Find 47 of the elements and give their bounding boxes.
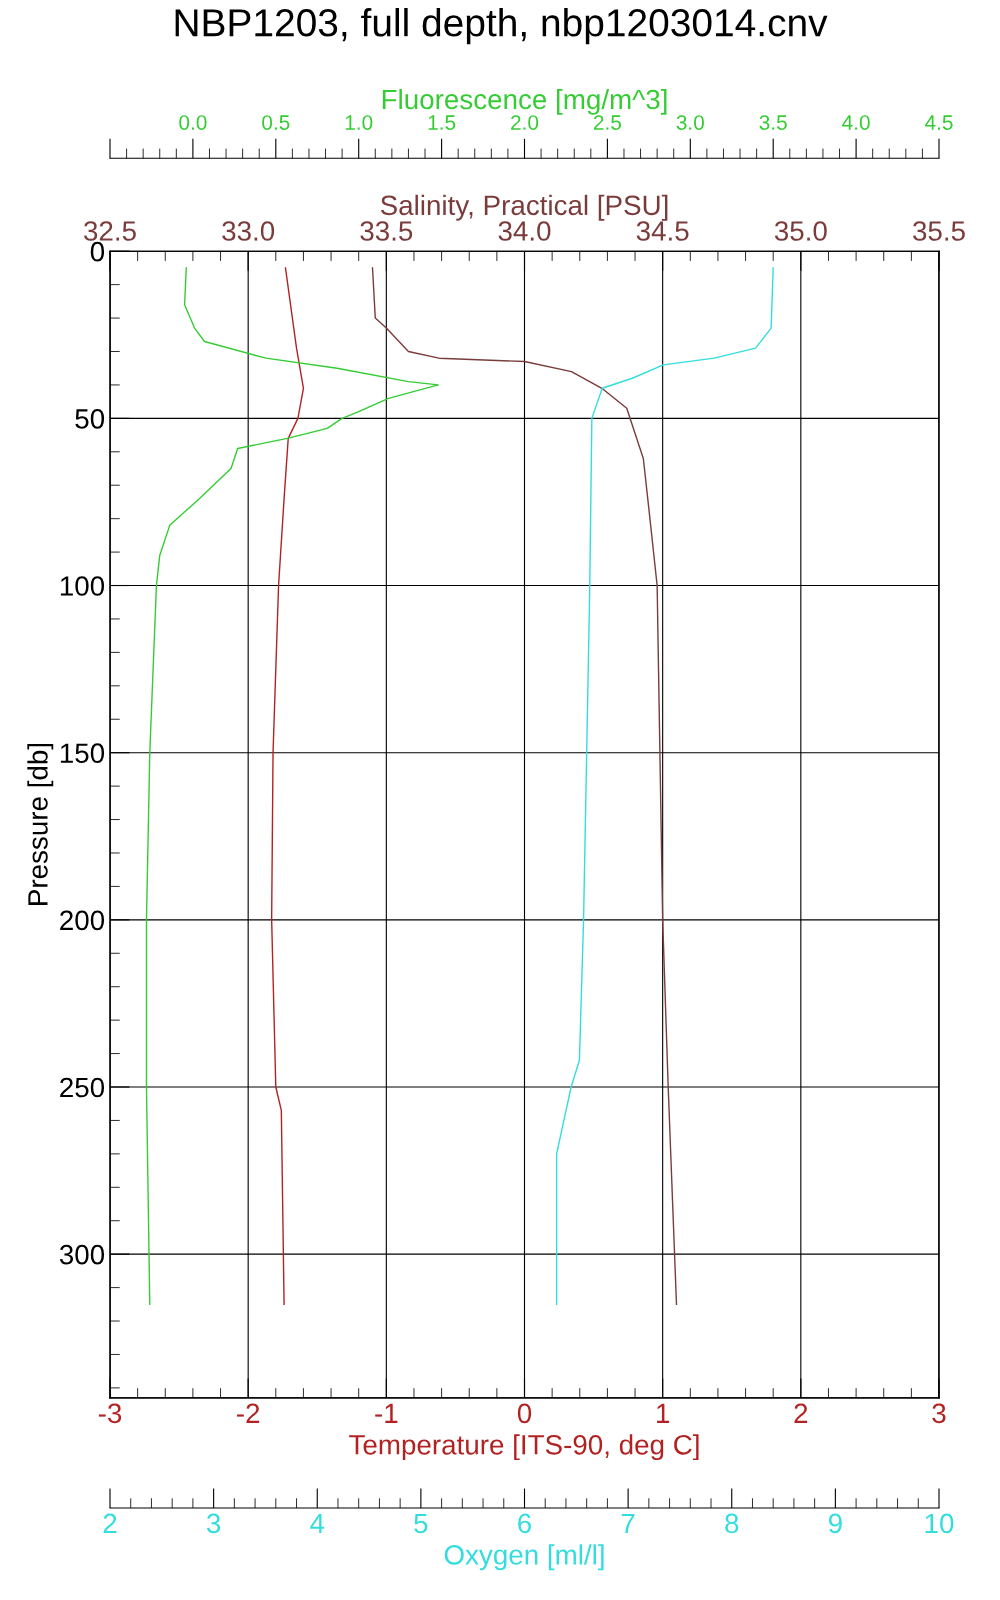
x-tick-label: 2 bbox=[103, 1513, 117, 1533]
chart-title: NBP1203, full depth, nbp1203014.cnv bbox=[175, 8, 828, 45]
x-tick-label: 9 bbox=[828, 1513, 842, 1534]
y-axis-title: Pressure [db] bbox=[27, 743, 54, 905]
x2-tick-label: 33.5 bbox=[360, 221, 413, 241]
x2-axis-title: Fluorescence [mg/m^3] bbox=[382, 88, 667, 115]
x2-tick-label: 32.5 bbox=[84, 221, 136, 241]
x-tick-label: 8 bbox=[725, 1513, 739, 1534]
x-tick-label: 1 bbox=[657, 1403, 670, 1423]
x2-tick-label: 0.5 bbox=[262, 115, 290, 130]
x2-tick-label: 34.0 bbox=[498, 221, 551, 241]
x2-tick-label: 35.5 bbox=[913, 221, 965, 241]
y-tick-label: 200 bbox=[60, 910, 105, 931]
x2-tick-label: 2.0 bbox=[511, 115, 539, 130]
x-tick-label: 0 bbox=[517, 1403, 532, 1424]
x2-tick-label: 4.0 bbox=[842, 115, 870, 130]
x-tick-label: 3 bbox=[932, 1403, 946, 1424]
x-tick-label: 7 bbox=[621, 1513, 635, 1533]
x-tick-label: 10 bbox=[925, 1513, 954, 1534]
y-tick-label: 150 bbox=[60, 743, 105, 764]
x-tick-label: 3 bbox=[206, 1513, 221, 1534]
x2-tick-label: 34.5 bbox=[636, 221, 689, 241]
x-tick-label: -1 bbox=[375, 1403, 398, 1423]
y-tick-label: 50 bbox=[75, 409, 105, 429]
x2-tick-label: 1.5 bbox=[428, 115, 456, 130]
x2-tick-label: 4.5 bbox=[925, 115, 953, 130]
x2-tick-label: 0.0 bbox=[179, 115, 207, 130]
y-tick-label: 300 bbox=[59, 1244, 105, 1265]
x2-tick-label: 35.0 bbox=[774, 221, 827, 241]
x2-tick-label: 2.5 bbox=[593, 115, 622, 130]
x2-tick-label: 3.0 bbox=[676, 115, 704, 130]
x-tick-label: 5 bbox=[414, 1513, 428, 1534]
y-tick-label: 250 bbox=[60, 1077, 105, 1098]
x-axis-title: Temperature [ITS-90, deg C] bbox=[349, 1434, 699, 1461]
line-series bbox=[270, 267, 305, 1306]
x-tick-label: 2 bbox=[794, 1403, 808, 1423]
y-tick-label: 0 bbox=[90, 241, 105, 262]
x-axis-title: Oxygen [ml/l] bbox=[444, 1544, 604, 1571]
x-tick-label: 4 bbox=[310, 1513, 325, 1533]
x2-axis-title: Salinity, Practical [PSU] bbox=[380, 194, 668, 221]
x2-tick-label: 1.0 bbox=[345, 115, 373, 130]
x2-tick-label: 3.5 bbox=[759, 115, 787, 130]
x2-tick-label: 33.0 bbox=[222, 221, 275, 241]
y-tick-label: 100 bbox=[60, 576, 105, 596]
x-tick-label: 6 bbox=[518, 1513, 531, 1534]
x-tick-label: -2 bbox=[237, 1403, 260, 1423]
x-tick-label: -3 bbox=[98, 1403, 122, 1424]
